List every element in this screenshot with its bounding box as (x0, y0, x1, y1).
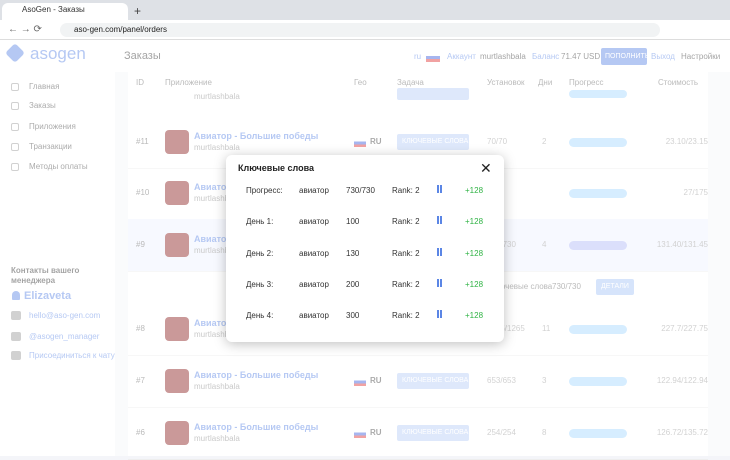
modal-rank: Rank: 2 (392, 249, 420, 258)
modal-rank: Rank: 2 (392, 280, 420, 289)
modal-label: Прогресс: (246, 186, 283, 195)
modal-keyword: авиатор (299, 217, 329, 226)
tab-bar (0, 0, 730, 20)
modal-chart-icon[interactable] (437, 185, 444, 193)
modal-chart-icon[interactable] (437, 279, 444, 287)
nav-buttons[interactable]: ← → ⟳ (8, 24, 42, 35)
tab[interactable] (2, 3, 128, 20)
modal-progress: 100 (346, 217, 360, 226)
modal-chart-icon[interactable] (437, 248, 444, 256)
url-pill[interactable] (60, 23, 660, 37)
modal-rank: Rank: 2 (392, 217, 420, 226)
modal-label: День 3: (246, 280, 274, 289)
modal-progress: 130 (346, 249, 360, 258)
modal-delta: +128 (465, 217, 484, 226)
modal-keyword: авиатор (299, 249, 329, 258)
modal-label: День 2: (246, 249, 274, 258)
modal-label: День 1: (246, 217, 274, 226)
modal-close[interactable]: ✕ (480, 160, 492, 176)
modal-delta: +128 (465, 186, 484, 195)
modal-keyword: авиатор (299, 311, 329, 320)
modal-delta: +128 (465, 311, 484, 320)
modal-title: Ключевые слова (238, 163, 315, 173)
modal-keyword: авиатор (299, 186, 329, 195)
modal-progress: 200 (346, 280, 360, 289)
tab-title[interactable]: AsoGen - Заказы (22, 5, 85, 14)
modal: Ключевые слова ✕ Прогресс: авиатор 730/730 Ra… (226, 155, 504, 342)
modal-chart-icon[interactable] (437, 216, 444, 224)
modal-rank: Rank: 2 (392, 311, 420, 320)
modal-progress: 300 (346, 311, 360, 320)
modal-progress: 730/730 (346, 186, 375, 195)
modal-keyword: авиатор (299, 280, 329, 289)
url[interactable]: aso-gen.com/panel/orders (74, 25, 167, 34)
new-tab[interactable]: + (134, 4, 142, 18)
modal-delta: +128 (465, 280, 484, 289)
modal-delta: +128 (465, 249, 484, 258)
modal-label: День 4: (246, 311, 274, 320)
modal-chart-icon[interactable] (437, 310, 444, 318)
modal-rank: Rank: 2 (392, 186, 420, 195)
